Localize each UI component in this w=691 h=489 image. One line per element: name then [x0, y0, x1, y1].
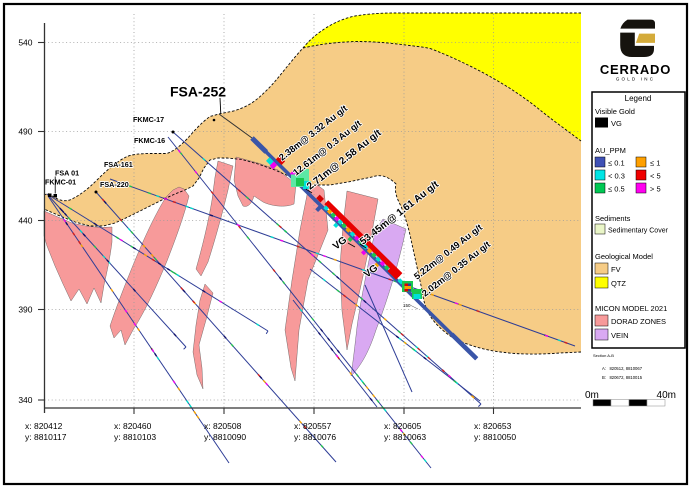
svg-text:B: 820672, 8810015: B: 820672, 8810015: [602, 375, 643, 380]
svg-text:y: 8810090: y: 8810090: [204, 432, 246, 442]
svg-text:x: 820653: x: 820653: [474, 421, 512, 431]
svg-text:FSA-220: FSA-220: [100, 180, 129, 189]
svg-text:x: 820508: x: 820508: [204, 421, 242, 431]
svg-text:x: 820460: x: 820460: [114, 421, 152, 431]
svg-text:40m: 40m: [657, 390, 676, 401]
svg-text:FKMC-17: FKMC-17: [133, 115, 164, 124]
svg-text:Legend: Legend: [625, 94, 652, 103]
svg-text:GOLD INC: GOLD INC: [616, 77, 655, 82]
svg-text:x: 820412: x: 820412: [25, 421, 63, 431]
svg-text:0m: 0m: [585, 390, 599, 401]
svg-text:340: 340: [18, 395, 32, 405]
svg-text:FKMC-16: FKMC-16: [134, 136, 165, 145]
svg-text:A: 820512, 8810067: A: 820512, 8810067: [602, 366, 643, 371]
svg-text:150: 150: [403, 303, 411, 308]
svg-text:≤ 0.5: ≤ 0.5: [608, 185, 625, 194]
svg-text:FSA 01: FSA 01: [55, 169, 79, 178]
svg-text:FSA-161: FSA-161: [104, 160, 133, 169]
svg-text:Sedimentary Cover: Sedimentary Cover: [608, 228, 669, 235]
svg-text:Section A-B: Section A-B: [593, 353, 614, 358]
svg-text:≤ 0.1: ≤ 0.1: [608, 159, 625, 168]
svg-text:MICON MODEL 2021: MICON MODEL 2021: [595, 304, 667, 313]
svg-text:< 5: < 5: [650, 172, 661, 181]
svg-text:DORAD ZONES: DORAD ZONES: [611, 317, 666, 326]
svg-text:390: 390: [18, 305, 32, 315]
svg-text:FKMC-01: FKMC-01: [45, 178, 76, 187]
svg-text:AU_PPM: AU_PPM: [595, 146, 626, 155]
svg-text:y: 8810076: y: 8810076: [294, 432, 336, 442]
svg-text:≤ 1: ≤ 1: [650, 159, 660, 168]
svg-text:540: 540: [18, 38, 32, 48]
svg-text:CERRADO: CERRADO: [600, 62, 671, 77]
svg-text:Geological Model: Geological Model: [595, 252, 653, 261]
svg-text:y: 8810050: y: 8810050: [474, 432, 516, 442]
svg-text:FSA-252: FSA-252: [170, 84, 226, 100]
svg-text:y: 8810117: y: 8810117: [25, 432, 67, 442]
svg-text:y: 8810103: y: 8810103: [114, 432, 156, 442]
svg-text:FV: FV: [611, 265, 621, 274]
svg-text:> 5: > 5: [650, 185, 661, 194]
svg-text:440: 440: [18, 216, 32, 226]
svg-text:Sediments: Sediments: [595, 214, 631, 223]
svg-text:< 0.3: < 0.3: [608, 172, 625, 181]
svg-text:VEIN: VEIN: [611, 331, 629, 340]
svg-text:QTZ: QTZ: [611, 279, 626, 288]
svg-text:x: 820605: x: 820605: [384, 421, 422, 431]
svg-text:VG: VG: [611, 119, 622, 128]
svg-text:490: 490: [18, 127, 32, 137]
svg-text:y: 8810063: y: 8810063: [384, 432, 426, 442]
svg-text:x: 820557: x: 820557: [294, 421, 332, 431]
svg-text:Visible Gold: Visible Gold: [595, 107, 635, 116]
